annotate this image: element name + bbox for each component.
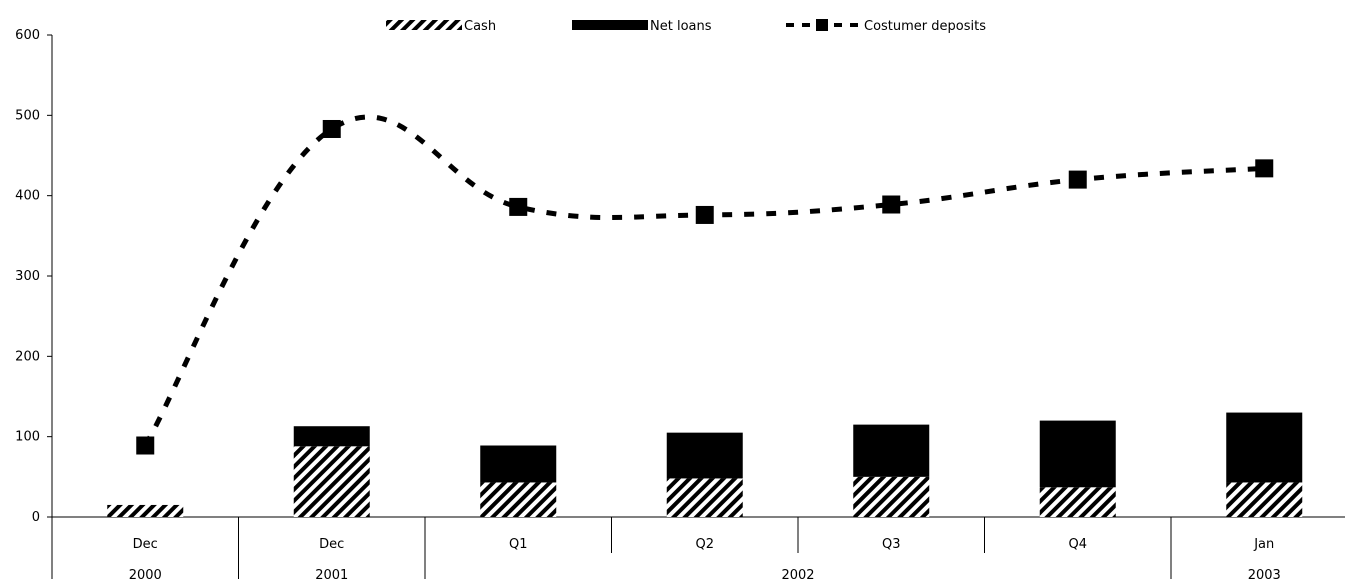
x-category-label: Q4 — [1068, 537, 1087, 552]
y-tick-label: 0 — [32, 510, 40, 525]
x-group-label: 2002 — [781, 568, 814, 579]
y-tick-label: 200 — [15, 349, 40, 364]
x-category-label: Q3 — [882, 537, 901, 552]
marker-costumer-deposits — [882, 195, 901, 214]
bar-net-loans — [666, 432, 743, 479]
x-category-label: Q2 — [695, 537, 714, 552]
bar-net-loans — [1039, 420, 1116, 488]
legend-swatch-net-loans — [572, 20, 648, 30]
x-group-label: 2003 — [1248, 568, 1281, 579]
x-group-label: 2001 — [315, 568, 348, 579]
x-category-label: Jan — [1253, 537, 1274, 552]
bar-cash — [293, 446, 370, 517]
bar-cash — [666, 478, 743, 517]
legend-item-costumer-deposits: Costumer deposits — [786, 19, 986, 34]
line-costumer-deposits — [143, 114, 1265, 447]
line-series — [136, 114, 1274, 455]
legend-label-costumer-deposits: Costumer deposits — [864, 19, 986, 34]
legend-marker-costumer-deposits — [816, 19, 828, 31]
marker-costumer-deposits — [322, 119, 341, 138]
bar-net-loans — [1226, 412, 1303, 483]
bar-net-loans — [853, 424, 930, 477]
legend: Cash Net loans Costumer deposits — [386, 19, 986, 34]
x-group-label: 2000 — [129, 568, 162, 579]
bar-cash — [853, 476, 930, 517]
marker-costumer-deposits — [695, 205, 714, 224]
bar-cash — [1226, 482, 1303, 517]
axes: 0 100 200 300 400 500 600 Dec Dec Q1 Q2 Q3 Q4 Jan 2000… — [15, 28, 1345, 579]
bars — [107, 412, 1303, 517]
marker-costumer-deposits — [1068, 170, 1087, 189]
legend-item-net-loans: Net loans — [572, 19, 712, 34]
y-tick-label: 600 — [15, 28, 40, 43]
bar-net-loans — [293, 426, 370, 447]
legend-label-cash: Cash — [464, 19, 496, 34]
bar-cash — [1039, 487, 1116, 517]
legend-label-net-loans: Net loans — [650, 19, 712, 34]
bar-net-loans — [480, 445, 557, 483]
legend-item-cash: Cash — [386, 19, 496, 34]
y-tick-label: 100 — [15, 430, 40, 445]
marker-costumer-deposits — [1255, 159, 1274, 178]
marker-costumer-deposits — [509, 197, 528, 216]
x-category-label: Dec — [319, 537, 344, 552]
y-tick-label: 300 — [15, 269, 40, 284]
y-tick-label: 400 — [15, 189, 40, 204]
legend-swatch-cash — [386, 20, 462, 30]
bar-cash — [107, 504, 184, 517]
bar-cash — [480, 482, 557, 517]
y-tick-label: 500 — [15, 108, 40, 123]
x-category-label: Q1 — [509, 537, 528, 552]
marker-costumer-deposits — [136, 436, 155, 455]
x-category-label: Dec — [133, 537, 158, 552]
